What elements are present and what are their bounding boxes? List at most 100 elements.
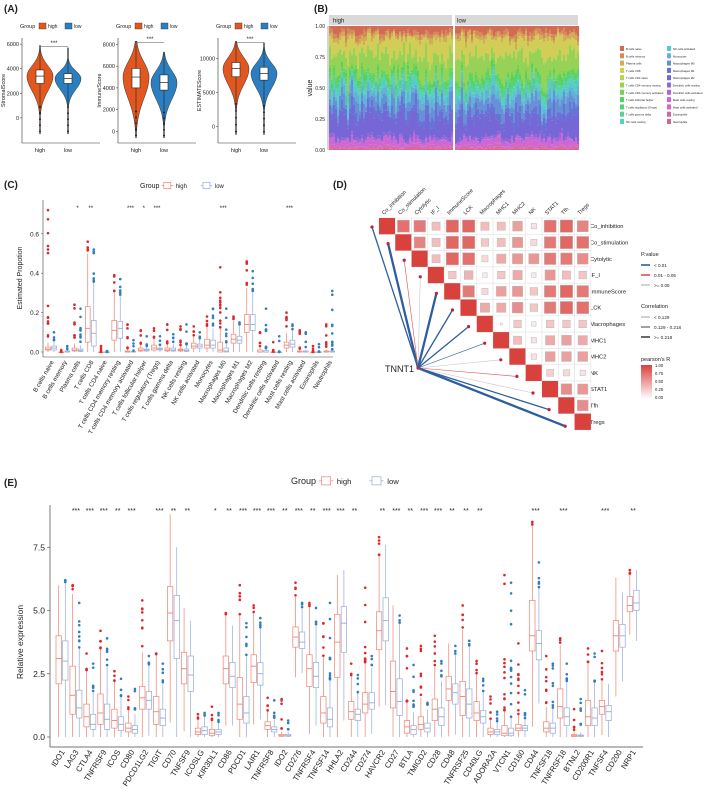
outlier-point <box>600 649 604 653</box>
stack-segment <box>521 26 524 32</box>
stack-segment <box>551 60 554 80</box>
stack-segment <box>565 140 568 141</box>
stack-segment <box>415 63 418 66</box>
stack-segment <box>423 96 426 103</box>
outlier-point <box>509 666 513 670</box>
stack-segment <box>513 99 516 109</box>
stack-segment <box>363 117 366 123</box>
stack-segment <box>489 139 492 145</box>
stack-segment <box>495 32 498 37</box>
stack-segment <box>539 75 542 78</box>
stack-segment <box>405 91 408 97</box>
stack-segment <box>445 90 448 96</box>
stack-segment <box>541 124 544 132</box>
stack-segment <box>335 117 338 143</box>
stack-segment <box>457 26 460 35</box>
outlier-point <box>252 610 256 614</box>
stack-segment <box>481 139 484 142</box>
stack-segment <box>393 29 396 32</box>
stack-segment <box>523 61 526 63</box>
stack-segment <box>553 99 556 114</box>
stack-segment <box>353 29 356 33</box>
stack-segment <box>573 142 576 146</box>
facet-bars-low <box>455 26 580 150</box>
stack-segment <box>501 82 504 85</box>
correlation-link <box>417 367 550 411</box>
box <box>459 680 466 716</box>
stack-segment <box>493 134 496 139</box>
legend-swatch <box>667 119 671 124</box>
outlier-point <box>39 106 41 109</box>
stack-segment <box>425 145 428 149</box>
stack-segment <box>575 72 578 76</box>
correlation-square <box>444 283 461 300</box>
stack-segment <box>539 48 542 50</box>
stack-segment <box>423 140 426 144</box>
box <box>236 335 243 344</box>
outlier-point <box>565 672 569 676</box>
stack-segment <box>537 70 540 72</box>
stack-segment <box>337 145 340 147</box>
box-high <box>204 315 210 352</box>
stack-segment <box>357 92 360 95</box>
stack-segment <box>403 41 406 61</box>
stack-segment <box>537 99 540 114</box>
stack-segment <box>517 81 520 87</box>
stack-segment <box>555 141 558 143</box>
box-high <box>445 643 452 737</box>
stack-segment <box>491 103 494 110</box>
outlier-point <box>412 690 415 694</box>
stack-segment <box>541 100 544 106</box>
stack-segment <box>379 44 382 60</box>
stack-segment <box>555 138 558 142</box>
stack-segment <box>551 89 554 95</box>
stack-segment <box>427 91 430 96</box>
stack-segment <box>395 38 398 59</box>
stack-segment <box>395 26 398 34</box>
stack-segment <box>455 83 458 87</box>
stack-segment <box>491 77 494 85</box>
outlier-point <box>572 728 576 732</box>
outlier-point <box>139 334 143 337</box>
outlier-point <box>238 591 242 595</box>
stack-segment <box>365 98 368 107</box>
stack-segment <box>331 28 334 33</box>
outlier-point <box>489 717 492 720</box>
stack-segment <box>355 91 358 102</box>
box-low <box>104 637 111 737</box>
stack-segment <box>337 82 340 89</box>
legend-label: T cells gamma delta <box>626 113 651 117</box>
legend-label: Macrophages M1 <box>673 69 695 73</box>
stack-segment <box>461 87 464 105</box>
stack-segment <box>459 141 462 143</box>
stack-segment <box>489 35 492 60</box>
stack-segment <box>427 143 430 146</box>
outlier-point <box>419 674 423 678</box>
box-high <box>69 583 76 737</box>
legend-label: T cells regulatory (Tregs) <box>626 105 657 109</box>
stack-segment <box>469 113 472 136</box>
stack-segment <box>483 125 486 138</box>
link-endpoint <box>450 308 455 312</box>
outlier-point <box>517 663 520 666</box>
stack-segment <box>405 33 408 38</box>
outlier-point <box>264 307 268 310</box>
significance-label: ** <box>477 508 483 515</box>
stack-segment <box>403 104 406 117</box>
stack-segment <box>535 148 538 149</box>
stack-segment <box>387 147 390 150</box>
y-tick-label: 0 <box>212 124 215 130</box>
outlier-point <box>509 581 513 584</box>
stack-segment <box>577 42 580 46</box>
stack-segment <box>413 147 416 150</box>
y-tick-label: 10000 <box>200 56 215 62</box>
stack-segment <box>547 148 550 150</box>
stack-segment <box>559 72 562 75</box>
stack-segment <box>539 90 542 100</box>
stack-segment <box>391 148 394 150</box>
stack-segment <box>331 26 334 29</box>
outlier-point <box>370 657 374 661</box>
stack-segment <box>409 26 412 34</box>
legend-key-low <box>202 182 211 190</box>
stack-segment <box>491 47 494 58</box>
